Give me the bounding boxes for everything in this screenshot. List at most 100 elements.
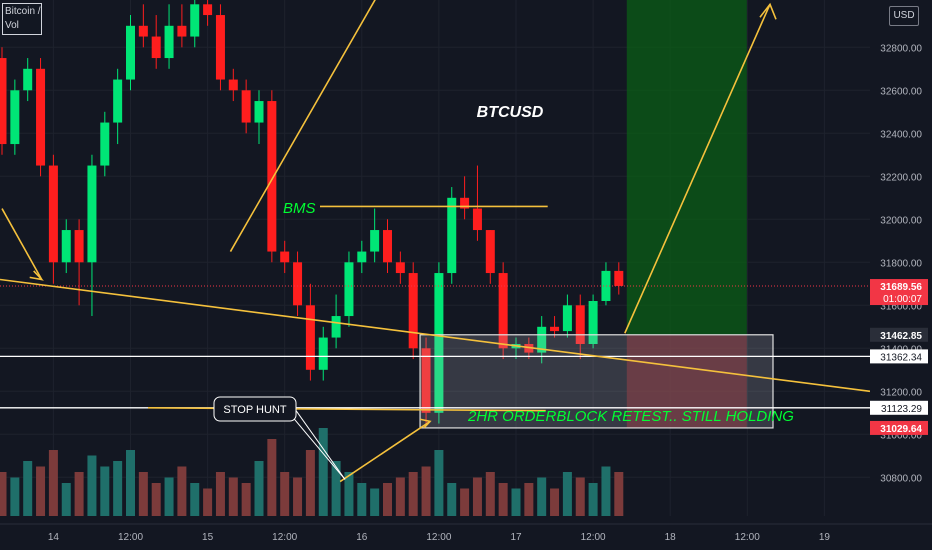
- volume-bar: [614, 472, 624, 516]
- time-tick-label: 12:00: [426, 532, 451, 543]
- candle-body: [215, 15, 225, 80]
- time-tick-label: 12:00: [581, 532, 606, 543]
- candle-body: [280, 251, 290, 263]
- candle-body: [177, 25, 187, 37]
- chart-annotations: BTCUSD BMS 2HR ORDERBLOCK RETEST.. STILL H…: [213, 104, 794, 425]
- time-tick-label: 12:00: [272, 532, 297, 543]
- volume-bar: [254, 461, 264, 516]
- volume-bar: [447, 483, 457, 516]
- volume-bar: [421, 466, 431, 516]
- bar-countdown: 01:00:07: [883, 294, 922, 305]
- volume-bar: [511, 488, 521, 516]
- volume-bar: [126, 450, 135, 516]
- candle-body: [331, 316, 341, 338]
- candle-body: [138, 25, 148, 37]
- volume-bar: [177, 466, 187, 516]
- volume-bar: [23, 461, 33, 516]
- price-tick-label: 31600.00: [880, 301, 922, 312]
- volume-bar: [305, 450, 315, 516]
- symbol-title: Bitcoin / U.S. Dollar, 2h, BITSTAMP: [5, 6, 41, 17]
- time-tick-label: 19: [819, 532, 831, 543]
- price-tick-label: 31200.00: [880, 387, 922, 398]
- price-label-value: 31462.85: [880, 331, 922, 342]
- candle-body: [601, 270, 611, 301]
- volume-bar: [408, 472, 418, 516]
- volume-bar: [331, 461, 341, 516]
- time-axis[interactable]: 14 12:00 15 12:00 16 12:00 17 12:00 18 12:00 19: [0, 523, 932, 550]
- volume-bar: [498, 483, 508, 516]
- orderblock-box[interactable]: [419, 334, 774, 429]
- position-zones: [626, 0, 747, 428]
- left-arrow-head[interactable]: [29, 270, 44, 281]
- candle-body: [318, 337, 328, 370]
- candlestick-series: [0, 0, 624, 424]
- bms-label: BMS: [283, 200, 316, 217]
- volume-bar: [562, 472, 572, 516]
- volume-bar: [460, 488, 470, 516]
- candle-body: [87, 165, 97, 263]
- impulse-trendline[interactable]: [229, 0, 378, 252]
- recovery-arrow-head[interactable]: [419, 418, 432, 429]
- volume-bar: [48, 450, 58, 516]
- level-label-box: [870, 349, 928, 364]
- price-axis[interactable]: 30800.0031000.0031200.0031400.0031600.00…: [870, 0, 932, 524]
- volume-bar: [318, 428, 328, 516]
- volume-bar: [370, 488, 380, 516]
- volume-bar: [36, 466, 46, 516]
- volume-bar: [537, 477, 547, 516]
- recovery-arrow-line[interactable]: [339, 420, 431, 483]
- price-tick-label: 32000.00: [880, 215, 922, 226]
- left-arrow-line[interactable]: [1, 208, 43, 280]
- volume-bar: [61, 483, 71, 516]
- candle-body: [421, 348, 431, 413]
- candle-body: [395, 262, 405, 274]
- candle-body: [460, 197, 470, 209]
- volume-bar: [100, 466, 110, 516]
- volume-bar: [588, 483, 598, 516]
- candle-body: [36, 68, 46, 166]
- candle-body: [498, 273, 508, 349]
- symbol-legend[interactable]: Bitcoin / U.S. Dollar, 2h, BITSTAMP Vol: [2, 3, 42, 35]
- time-tick-label: 15: [202, 532, 214, 543]
- candle-body: [61, 230, 71, 263]
- time-tick-label: 14: [48, 532, 60, 543]
- level-label-box: [870, 400, 928, 415]
- orderblock-label: 2HR ORDERBLOCK RETEST.. STILL HOLDING: [467, 408, 794, 425]
- volume-bars: [0, 428, 624, 516]
- price-label-box: [870, 327, 928, 342]
- volume-bar: [485, 472, 495, 516]
- time-tick-label: 12:00: [735, 532, 760, 543]
- volume-bar: [280, 472, 290, 516]
- volume-bar: [228, 477, 238, 516]
- candle-body: [48, 165, 58, 263]
- time-axis-bg: [0, 524, 932, 550]
- target-arrow-head[interactable]: [759, 2, 777, 20]
- target-arrow-line[interactable]: [624, 3, 771, 334]
- candle-body: [74, 230, 84, 263]
- volume-bar: [575, 477, 585, 516]
- volume-bar: [10, 477, 20, 516]
- callout-pointer[interactable]: [289, 401, 346, 480]
- volume-bar: [0, 472, 7, 516]
- currency-button[interactable]: USD: [889, 6, 919, 26]
- candle-body: [357, 251, 367, 263]
- price-tick-label: 32400.00: [880, 129, 922, 140]
- candle-body: [203, 4, 213, 16]
- volume-bar: [434, 450, 444, 516]
- volume-bar: [524, 483, 534, 516]
- chart-title: BTCUSD: [477, 104, 544, 121]
- volume-bar: [344, 472, 354, 516]
- time-tick-label: 17: [510, 532, 522, 543]
- candle-body: [485, 230, 495, 274]
- candle-body: [447, 197, 457, 274]
- volume-legend-label: Vol: [5, 20, 19, 31]
- candle-body: [164, 25, 174, 59]
- price-axis-bg: [870, 0, 932, 524]
- candle-body: [267, 101, 277, 252]
- volume-bar: [87, 455, 97, 516]
- price-tick-label: 30800.00: [880, 473, 922, 484]
- descending-trendline[interactable]: [0, 278, 871, 393]
- candle-body: [614, 270, 624, 286]
- volume-bar: [74, 472, 84, 516]
